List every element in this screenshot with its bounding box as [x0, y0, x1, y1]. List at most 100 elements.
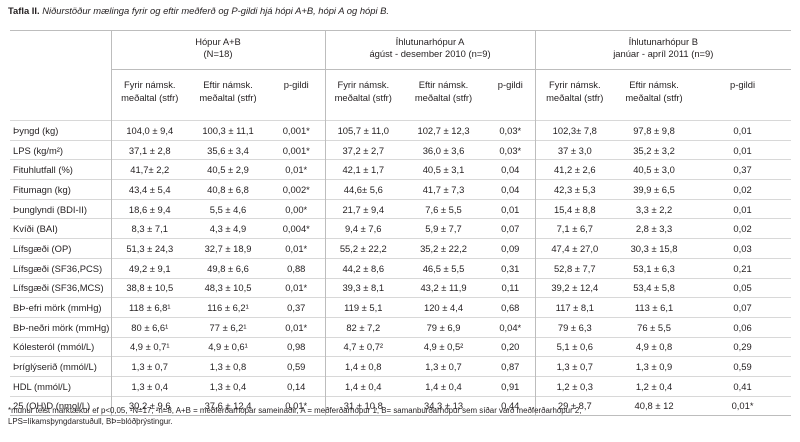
p-value-cell: 0,04*	[486, 316, 536, 338]
value-cell: 38,8 ± 10,5	[110, 277, 188, 298]
corner-cell	[10, 30, 111, 70]
row-label: Lífsgæði (SF36,MCS)	[10, 277, 111, 298]
col-header-before: Fyrir námsk. meðaltal (stfr)	[110, 69, 188, 121]
p-value-cell: 0,29	[694, 336, 792, 357]
p-value-cell: 0,01*	[268, 316, 326, 338]
value-cell: 40,5 ± 3,1	[401, 159, 487, 180]
col-header-before: Fyrir námsk. meðaltal (stfr)	[324, 69, 402, 121]
p-value-cell: 0,06	[694, 316, 792, 338]
value-cell: 1,3 ± 0,8	[188, 356, 268, 377]
col-header-line: meðaltal (stfr)	[625, 92, 683, 103]
p-value-cell: 0,21	[694, 257, 792, 278]
table-caption: Tafla II. Niðurstöður mælinga fyrir og e…	[8, 5, 389, 16]
col-header-after: Eftir námsk. meðaltal (stfr)	[401, 70, 486, 121]
value-cell: 42,3 ± 5,3	[534, 179, 615, 200]
value-cell: 44,2 ± 8,6	[324, 257, 402, 278]
group-subtitle: (N=18)	[203, 48, 233, 59]
table-footnote: *munur telst marktækur ef p<0,05, ¹N=17,…	[8, 405, 798, 427]
group-title: Íhlutunarhópur A	[395, 36, 465, 47]
table-row: Kvíði (BAI) 8,3 ± 7,1 4,3 ± 4,9 0,004* 9,4 ±…	[10, 218, 792, 239]
table-row: Þunglyndi (BDI-II) 18,6 ± 9,4 5,5 ± 4,6 0,0…	[10, 198, 792, 219]
value-cell: 31 ± 10,8	[324, 395, 402, 417]
value-cell: 55,2 ± 22,2	[324, 238, 402, 259]
value-cell: 105,7 ± 11,0	[324, 120, 402, 141]
value-cell: 30,2 ± 9,6	[110, 395, 188, 417]
value-cell: 18,6 ± 9,4	[110, 198, 188, 219]
col-header-line: Fyrir námsk.	[549, 79, 601, 90]
value-cell: 4,7 ± 0,7²	[324, 336, 402, 357]
group-header-ab: Hópur A+B (N=18)	[110, 30, 326, 70]
value-cell: 4,9 ± 0,7¹	[110, 336, 188, 357]
value-cell: 1,4 ± 0,4	[324, 375, 402, 397]
p-value-cell: 0,002*	[268, 179, 326, 200]
col-header-line: Eftir námsk.	[418, 79, 469, 90]
col-header-after: Eftir námsk. meðaltal (stfr)	[614, 70, 694, 121]
value-cell: 51,3 ± 24,3	[110, 238, 188, 259]
value-cell: 1,2 ± 0,4	[614, 375, 695, 397]
value-cell: 40,5 ± 2,9	[188, 159, 268, 180]
p-value-cell: 0,00*	[268, 198, 326, 219]
footnote-line: LPS=líkamsþyngdarstuðull, BÞ=blóðþrýstin…	[8, 417, 173, 426]
value-cell: 3,3 ± 2,2	[614, 198, 695, 219]
value-cell: 117 ± 8,1	[534, 297, 615, 318]
value-cell: 21,7 ± 9,4	[324, 198, 402, 219]
value-cell: 35,2 ± 22,2	[401, 238, 487, 259]
col-header-line: meðaltal (stfr)	[546, 92, 604, 103]
p-value-cell: 0,02	[694, 218, 792, 239]
p-value-cell: 0,14	[268, 375, 326, 397]
row-label: Lífsgæði (OP)	[10, 238, 111, 259]
group-title: Hópur A+B	[195, 36, 241, 47]
value-cell: 35,6 ± 3,4	[188, 139, 268, 160]
value-cell: 7,1 ± 6,7	[534, 218, 615, 239]
value-cell: 76 ± 5,5	[614, 316, 695, 338]
col-header-line: Eftir námsk.	[629, 79, 679, 90]
results-table: Hópur A+B (N=18) Íhlutunarhópur A ágúst …	[10, 30, 792, 417]
p-value-cell: 0,87	[486, 356, 536, 377]
value-cell: 15,4 ± 8,8	[534, 198, 615, 219]
row-label: Þunglyndi (BDI-II)	[10, 198, 111, 219]
value-cell: 43,2 ± 11,9	[401, 277, 487, 298]
value-cell: 41,7± 2,2	[110, 159, 188, 180]
value-cell: 4,9 ± 0,6¹	[188, 336, 268, 357]
value-cell: 82 ± 7,2	[324, 316, 402, 338]
value-cell: 40,8 ± 6,8	[188, 179, 268, 200]
value-cell: 100,3 ± 11,1	[188, 120, 268, 141]
col-header-line: meðaltal (stfr)	[121, 92, 179, 103]
p-value-cell: 0,88	[268, 257, 326, 278]
row-label: Kvíði (BAI)	[10, 218, 111, 239]
col-header-p: p-gildi	[730, 79, 756, 90]
row-label: 25 (OH)D (nmol/L)	[10, 395, 111, 417]
col-header-line: Fyrir námsk.	[123, 79, 176, 90]
value-cell: 1,3 ± 0,4	[110, 375, 188, 397]
p-value-cell: 0,01	[694, 120, 792, 141]
value-cell: 29 ± 8,7	[534, 395, 615, 417]
value-cell: 120 ± 4,4	[401, 297, 487, 318]
value-cell: 102,3± 7,8	[534, 120, 615, 141]
corner-cell	[10, 70, 111, 121]
table-row: Kólesteról (mmól/L) 4,9 ± 0,7¹ 4,9 ± 0,6¹ 0…	[10, 336, 792, 357]
value-cell: 37,6 ± 12,4	[188, 395, 268, 417]
p-value-cell: 0,09	[486, 238, 536, 259]
col-header-line: meðaltal (stfr)	[199, 92, 257, 103]
value-cell: 37,2 ± 2,7	[324, 139, 402, 160]
value-cell: 41,2 ± 2,6	[534, 159, 615, 180]
value-cell: 5,9 ± 7,7	[401, 218, 487, 239]
p-value-cell: 0,07	[486, 218, 536, 239]
value-cell: 1,4 ± 0,8	[324, 356, 402, 377]
value-cell: 102,7 ± 12,3	[401, 120, 487, 141]
table-row: Lífsgæði (OP) 51,3 ± 24,3 32,7 ± 18,9 0,01*…	[10, 238, 792, 259]
value-cell: 34,3 ± 13	[401, 395, 487, 417]
row-label: LPS (kg/m²)	[10, 139, 111, 160]
table-row: Lífsgæði (SF36,PCS) 49,2 ± 9,1 49,8 ± 6,6 0…	[10, 257, 792, 278]
value-cell: 1,3 ± 0,7	[110, 356, 188, 377]
col-header-line: Fyrir námsk.	[337, 79, 390, 90]
row-label: HDL (mmól/L)	[10, 375, 111, 397]
value-cell: 42,1 ± 1,7	[324, 159, 402, 180]
p-value-cell: 0,01*	[268, 159, 326, 180]
col-header-p: p-gildi	[283, 79, 309, 90]
value-cell: 36,0 ± 3,6	[401, 139, 487, 160]
value-cell: 97,8 ± 9,8	[614, 120, 695, 141]
row-label: Þyngd (kg)	[10, 120, 111, 141]
value-cell: 48,3 ± 10,5	[188, 277, 268, 298]
p-value-cell: 0,91	[486, 375, 536, 397]
